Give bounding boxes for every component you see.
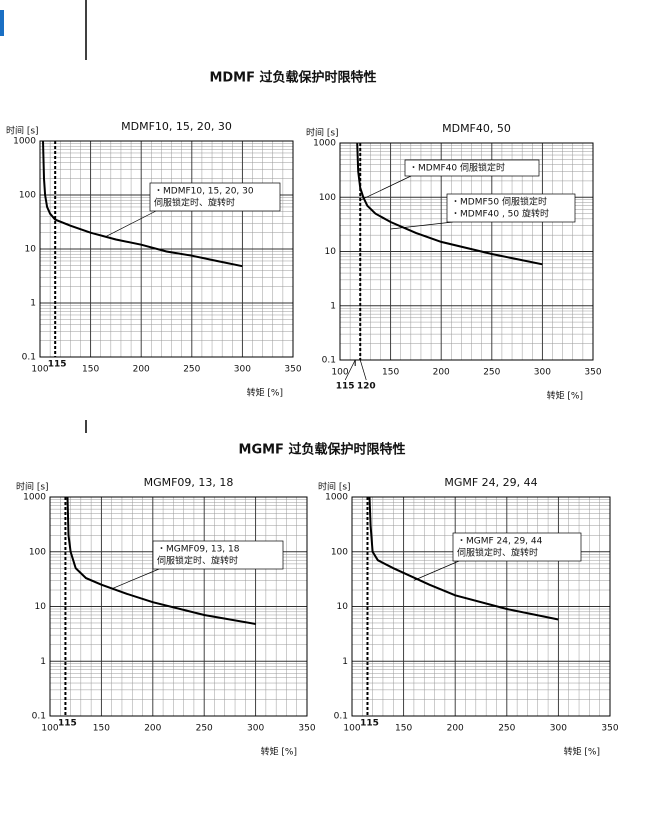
y-axis-label: 时间 [s]: [318, 481, 351, 493]
x-axis-label: 转矩 [%]: [564, 746, 600, 758]
y-tick-label: 0.1: [322, 356, 336, 366]
x-tick-label: 300: [247, 724, 264, 734]
marker-leader: [344, 359, 356, 381]
marker-label: 115: [48, 360, 67, 370]
marker-label: 115: [58, 719, 77, 729]
x-tick-label: 100: [41, 724, 58, 734]
marker-label: 115: [336, 382, 355, 392]
annotation-text: ・MGMF09, 13, 18: [157, 545, 240, 555]
x-tick-label: 350: [284, 365, 301, 375]
x-tick-label: 250: [498, 724, 515, 734]
section-title: MGMF 过负载保护时限特性: [239, 442, 406, 458]
annotation-text: ・MDMF40 伺服锁定时: [409, 162, 505, 174]
x-tick-label: 100: [31, 365, 48, 375]
annotation-box: [152, 540, 284, 570]
tab-marker: [0, 10, 4, 36]
curve: [66, 496, 256, 625]
y-axis-label: 时间 [s]: [6, 125, 39, 137]
annotation-box: [149, 182, 281, 212]
marker-label: 120: [357, 382, 376, 392]
plot-frame: [49, 496, 308, 717]
x-axis-label: 转矩 [%]: [247, 387, 283, 399]
y-axis-label: 时间 [s]: [16, 481, 49, 493]
y-tick-label: 10: [25, 245, 37, 255]
y-tick-label: 0.1: [22, 353, 36, 363]
y-tick-label: 1: [30, 299, 36, 309]
chart-title: MDMF40, 50: [442, 122, 511, 135]
annotation-text: 伺服锁定时、旋转时: [154, 197, 235, 209]
x-tick-label: 350: [584, 368, 601, 378]
x-tick-label: 200: [433, 368, 450, 378]
x-tick-label: 350: [298, 724, 315, 734]
y-tick-label: 0.1: [334, 712, 348, 722]
annotation-leader: [361, 175, 412, 201]
chart-title: MDMF10, 15, 20, 30: [121, 120, 232, 133]
y-tick-label: 1: [330, 301, 336, 311]
section-title: MDMF 过负载保护时限特性: [209, 70, 376, 86]
annotation-text: ・MDMF50 伺服锁定时: [451, 196, 547, 208]
plot-frame: [339, 142, 594, 361]
annotation-text: ・MGMF 24, 29, 44: [457, 537, 543, 547]
x-axis-label: 转矩 [%]: [547, 390, 583, 402]
annotation-text: 伺服锁定时、旋转时: [457, 547, 538, 559]
chart-title: MGMF 24, 29, 44: [444, 476, 537, 489]
annotation-box: [446, 193, 576, 223]
annotation-text: 伺服锁定时、旋转时: [157, 555, 238, 567]
annotation-leader: [390, 221, 454, 230]
y-tick-label: 100: [331, 547, 348, 557]
y-tick-label: 1000: [313, 139, 336, 149]
x-tick-label: 300: [234, 365, 251, 375]
y-tick-label: 100: [29, 547, 46, 557]
x-tick-label: 150: [395, 724, 412, 734]
marker-label: 115: [360, 719, 379, 729]
x-tick-label: 250: [183, 365, 200, 375]
x-tick-label: 300: [550, 724, 567, 734]
chart-title: MGMF09, 13, 18: [144, 476, 234, 489]
annotation-text: ・MDMF40 , 50 旋转时: [451, 208, 549, 220]
x-tick-label: 150: [93, 724, 110, 734]
annotation-box: [452, 532, 582, 562]
curve: [42, 140, 243, 268]
curve: [356, 142, 543, 266]
y-tick-label: 1000: [23, 493, 46, 503]
annotation-box: [404, 159, 540, 177]
plot-frame: [39, 140, 294, 358]
x-tick-label: 150: [82, 365, 99, 375]
x-tick-label: 350: [601, 724, 618, 734]
x-tick-label: 150: [382, 368, 399, 378]
y-tick-label: 10: [35, 602, 47, 612]
curve: [368, 496, 559, 621]
marker-leader: [359, 359, 367, 381]
x-tick-label: 300: [534, 368, 551, 378]
y-axis-label: 时间 [s]: [306, 127, 339, 139]
y-tick-label: 100: [319, 193, 336, 203]
x-tick-label: 100: [331, 368, 348, 378]
y-tick-label: 10: [325, 247, 337, 257]
x-tick-label: 200: [447, 724, 464, 734]
y-tick-label: 1000: [325, 493, 348, 503]
x-axis-label: 转矩 [%]: [261, 746, 297, 758]
x-tick-label: 250: [483, 368, 500, 378]
x-tick-label: 250: [196, 724, 213, 734]
annotation-text: ・MDMF10, 15, 20, 30: [154, 187, 254, 197]
plot-frame: [351, 496, 611, 717]
x-tick-label: 100: [343, 724, 360, 734]
annotation-leader: [413, 560, 460, 581]
y-tick-label: 1000: [13, 137, 36, 147]
y-tick-label: 10: [337, 602, 349, 612]
annotation-leader: [105, 210, 157, 237]
x-tick-label: 200: [133, 365, 150, 375]
y-tick-label: 1: [342, 657, 348, 667]
y-tick-label: 0.1: [32, 712, 46, 722]
x-tick-label: 200: [144, 724, 161, 734]
y-tick-label: 100: [19, 191, 36, 201]
y-tick-label: 1: [40, 657, 46, 667]
annotation-leader: [111, 568, 160, 590]
